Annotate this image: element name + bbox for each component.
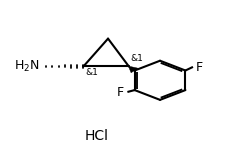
Text: &1: &1 [85,68,98,77]
Polygon shape [129,66,138,73]
Text: F: F [117,86,124,99]
Text: HCl: HCl [85,129,109,143]
Text: &1: &1 [131,54,144,63]
Text: H$_2$N: H$_2$N [14,59,40,74]
Text: F: F [196,61,203,74]
